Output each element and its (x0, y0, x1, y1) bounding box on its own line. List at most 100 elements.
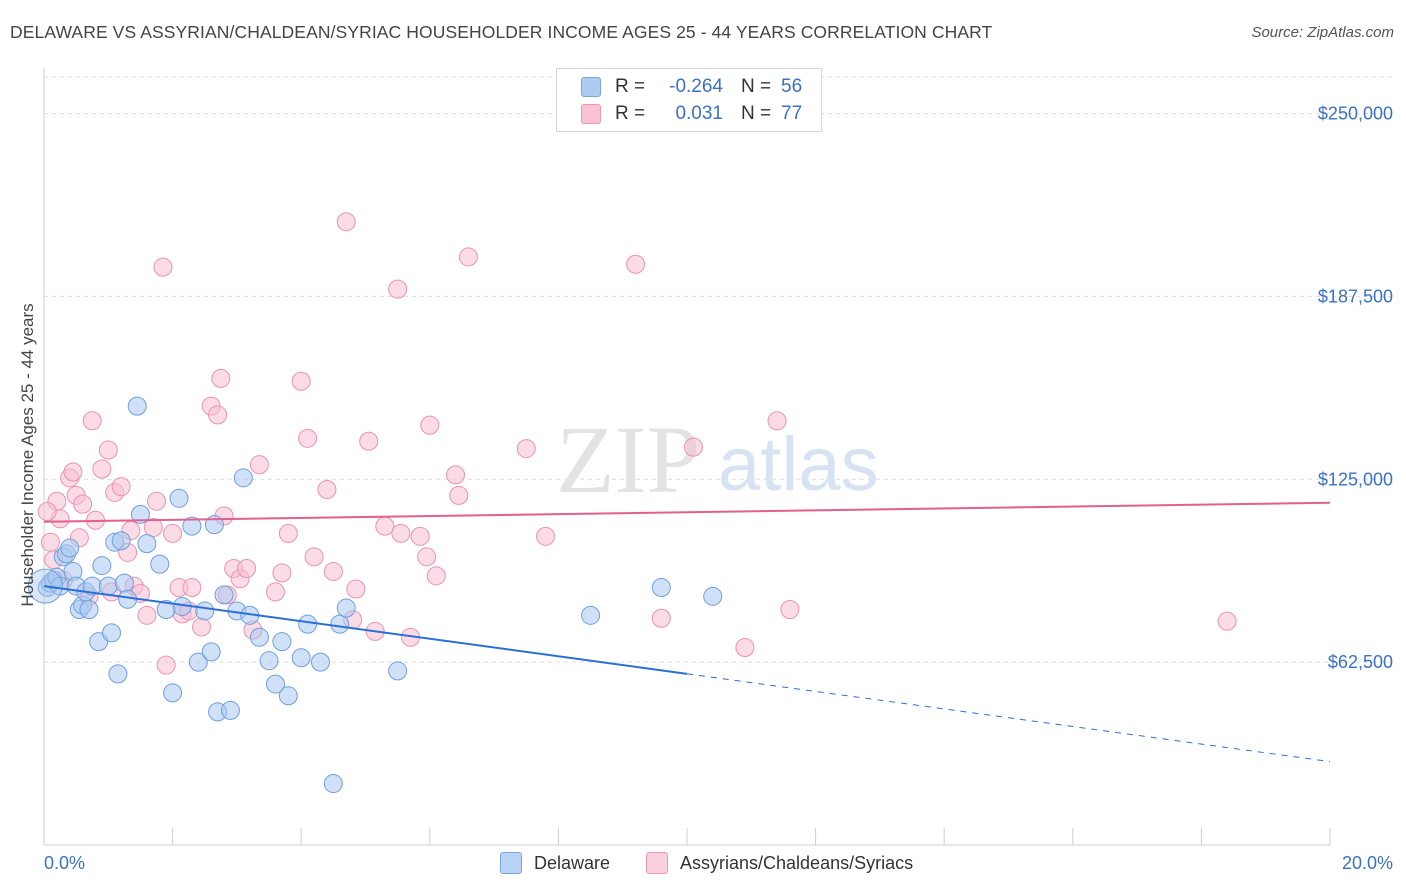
data-point (417, 547, 437, 567)
data-point (114, 573, 134, 593)
legend-r-label: R = (615, 76, 646, 97)
x-tick-label: 0.0% (44, 853, 85, 873)
data-point (703, 586, 723, 606)
data-point (278, 686, 298, 706)
data-point (92, 459, 112, 479)
data-point (127, 396, 147, 416)
chart-title: DELAWARE VS ASSYRIAN/CHALDEAN/SYRIAC HOU… (10, 22, 993, 42)
data-point (195, 601, 215, 621)
data-point (182, 578, 202, 598)
data-point (581, 605, 601, 625)
watermark: ZIP atlas (556, 406, 879, 513)
data-point (446, 465, 466, 485)
y-axis-label: Householder Income Ages 25 - 44 years (18, 303, 37, 606)
data-point (767, 411, 787, 431)
data-point (458, 247, 478, 267)
data-point (336, 598, 356, 618)
y-tick-label: $62,500 (1328, 652, 1393, 672)
data-point (651, 578, 671, 598)
data-point (780, 599, 800, 619)
data-point (291, 648, 311, 668)
data-point (272, 563, 292, 583)
tick-labels: $62,500 $125,000 $187,500 $250,000 0.0% 20.0% (44, 104, 1393, 873)
data-point (330, 614, 350, 634)
axes (43, 68, 1331, 846)
trend-lines (43, 501, 1331, 763)
bottom-legend-delaware: Delaware (500, 852, 610, 874)
data-point (108, 664, 128, 684)
data-point (265, 674, 285, 694)
data-point (163, 523, 183, 543)
bottom-legend-swatch-pink (646, 852, 668, 874)
data-point (111, 531, 131, 551)
legend-n-value: 56 (781, 76, 803, 97)
data-point (516, 439, 536, 459)
data-point (388, 279, 408, 299)
data-point (310, 652, 330, 672)
legend-n-label: N = (741, 103, 772, 124)
data-point (211, 368, 231, 388)
data-point (278, 523, 298, 543)
data-point (336, 212, 356, 232)
data-point (298, 428, 318, 448)
data-point (391, 523, 411, 543)
data-point (626, 254, 646, 274)
data-point (426, 566, 446, 586)
data-point (98, 440, 118, 460)
data-point (317, 480, 337, 500)
data-point (291, 371, 311, 391)
data-point (137, 534, 157, 554)
data-point (220, 700, 240, 720)
data-point (63, 462, 83, 482)
trend-line-assyrians (43, 501, 1331, 523)
y-tick-label: $250,000 (1318, 104, 1393, 124)
legend: R = -0.264 N = 56 R = 0.031 N = 77 (556, 68, 822, 132)
data-point (188, 652, 208, 672)
bottom-legend: Delaware Assyrians/Chaldeans/Syriacs (0, 852, 1406, 878)
data-point (536, 526, 556, 546)
data-point (410, 526, 430, 546)
data-point (388, 661, 408, 681)
series-assyrians-points (37, 212, 1237, 675)
data-point (92, 556, 112, 576)
data-point (651, 608, 671, 628)
watermark-zip: ZIP (556, 406, 700, 513)
watermark-atlas: atlas (718, 422, 879, 507)
legend-n-value: 77 (781, 103, 803, 124)
data-point (130, 504, 150, 524)
data-point (37, 501, 57, 521)
legend-row-assyrians: R = 0.031 N = 77 (581, 101, 802, 127)
data-point (249, 455, 269, 475)
y-tick-label: $125,000 (1318, 469, 1393, 489)
bottom-legend-label: Delaware (534, 852, 611, 873)
data-point (233, 468, 253, 488)
data-point (82, 411, 102, 431)
data-point (40, 532, 60, 552)
data-point (192, 617, 212, 637)
bottom-legend-label: Assyrians/Chaldeans/Syriacs (680, 852, 914, 873)
data-point (359, 431, 379, 451)
data-point (60, 538, 80, 558)
data-point (259, 651, 279, 671)
data-point (182, 516, 202, 536)
data-point (265, 582, 285, 602)
data-point (156, 655, 176, 675)
data-point (735, 638, 755, 658)
data-point (98, 576, 118, 596)
source-label: Source: ZipAtlas.com (1251, 24, 1394, 41)
data-point (214, 585, 234, 605)
data-point (137, 605, 157, 625)
data-point (153, 257, 173, 277)
data-point (147, 491, 167, 511)
legend-row-delaware: R = -0.264 N = 56 (581, 74, 802, 100)
bottom-legend-assyrians: Assyrians/Chaldeans/Syriacs (646, 852, 913, 874)
data-point (249, 627, 269, 647)
y-tick-label: $187,500 (1318, 286, 1393, 306)
series-delaware-points (27, 396, 723, 794)
trend-line-delaware (43, 585, 688, 675)
legend-r-value: -0.264 (669, 76, 723, 97)
legend-r-value: 0.031 (675, 103, 723, 124)
data-point (201, 642, 221, 662)
trend-line-delaware-extension (686, 673, 1331, 763)
